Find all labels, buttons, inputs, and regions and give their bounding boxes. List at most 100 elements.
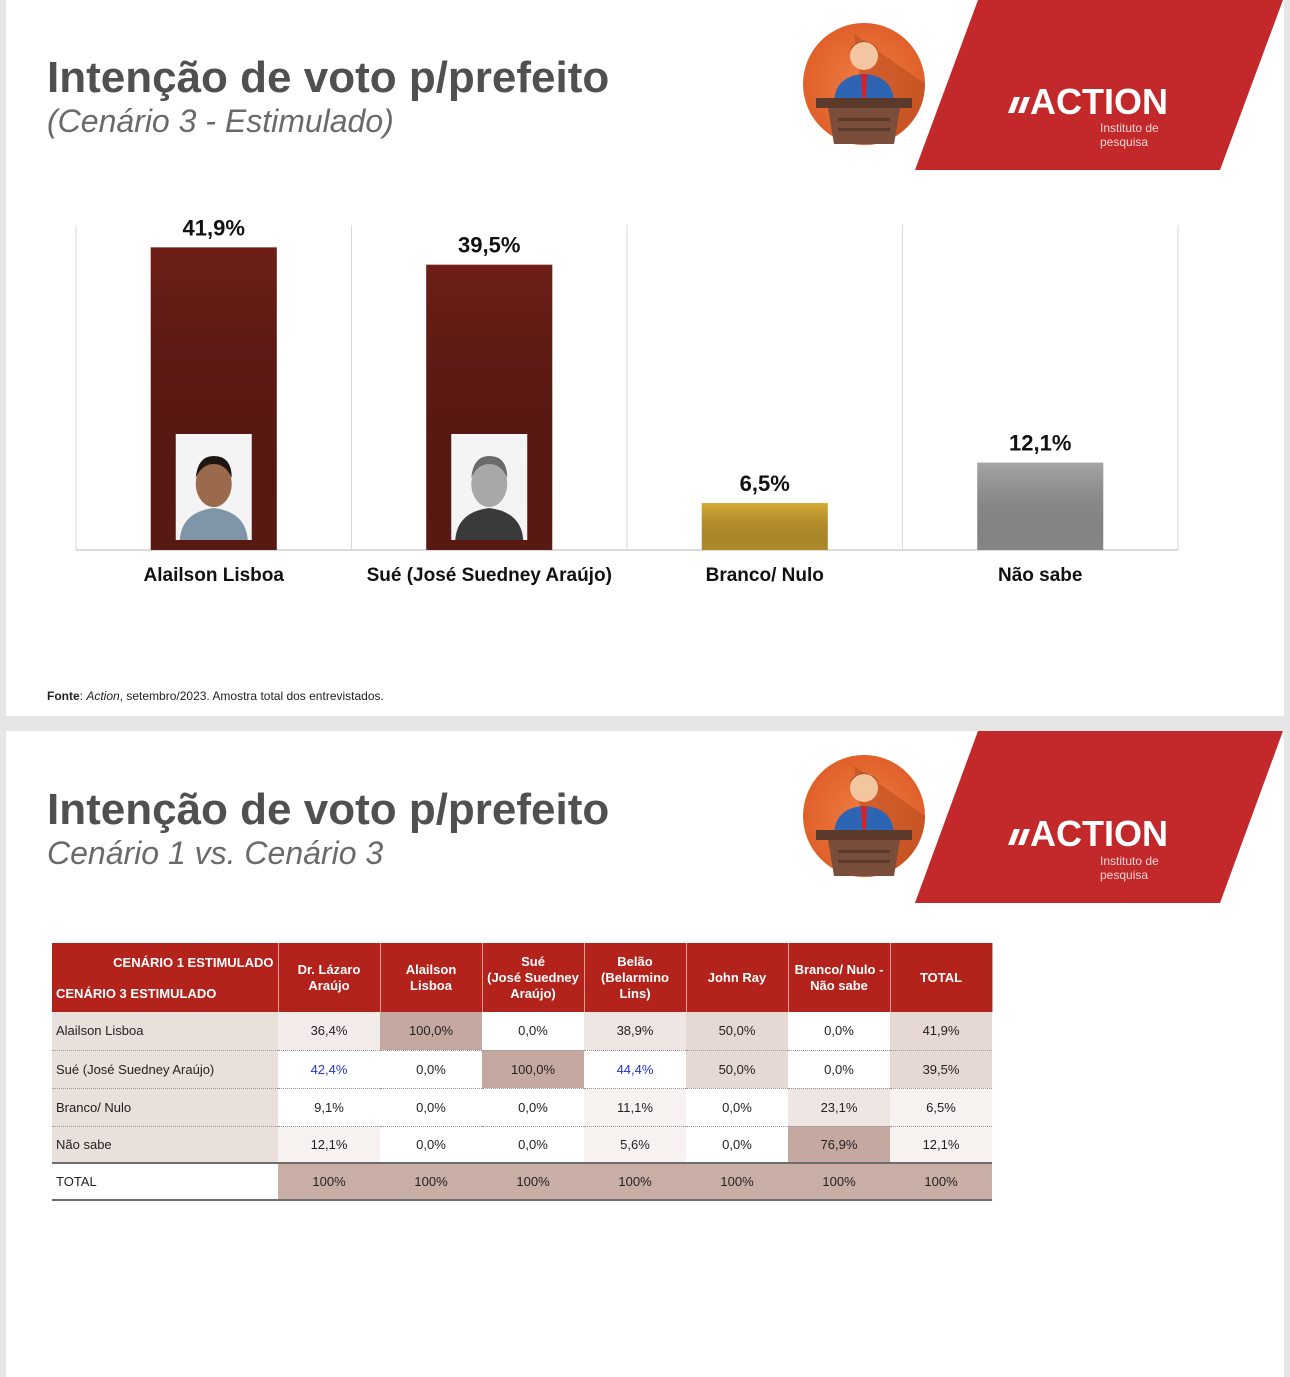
table-cell: 0,0% bbox=[686, 1126, 788, 1164]
logo-marks bbox=[1008, 97, 1030, 113]
table-cell: 23,1% bbox=[788, 1088, 890, 1127]
table-cell: 0,0% bbox=[482, 1012, 584, 1051]
table-cell: 100,0% bbox=[380, 1012, 482, 1051]
table-cell: 0,0% bbox=[380, 1050, 482, 1089]
photo-hair bbox=[471, 456, 508, 478]
photo-hair bbox=[195, 456, 232, 478]
table-cell: 5,6% bbox=[584, 1126, 686, 1164]
table-cell: 0,0% bbox=[380, 1088, 482, 1127]
column-header-line: Dr. Lázaro bbox=[297, 961, 361, 977]
logo-tagline: Instituto de bbox=[1100, 854, 1159, 868]
table-cell: 42,4% bbox=[278, 1050, 380, 1089]
table-cell: 76,9% bbox=[788, 1126, 890, 1164]
value-label: 39,5% bbox=[458, 233, 520, 258]
table-cell: 36,4% bbox=[278, 1012, 380, 1051]
table-cell: 0,0% bbox=[788, 1012, 890, 1051]
row-label: TOTAL bbox=[52, 1162, 278, 1201]
candidate-photo bbox=[451, 434, 528, 540]
value-label: 41,9% bbox=[183, 215, 245, 240]
column-header-line: Lins) bbox=[619, 985, 651, 1001]
bar-shade bbox=[977, 462, 1104, 550]
column-header: Branco/ Nulo - Não sabe bbox=[788, 943, 891, 1012]
table-cell: 44,4% bbox=[584, 1050, 686, 1089]
table-cell: 100% bbox=[278, 1162, 380, 1201]
table-row: Branco/ Nulo 9,1% 0,0% 0,0% 11,1% 0,0% 23,1% 6,… bbox=[52, 1088, 992, 1127]
logo-text: ACTION bbox=[1030, 813, 1168, 854]
logo-band bbox=[915, 0, 1283, 170]
corner-label: CENÁRIO 3 ESTIMULADO bbox=[56, 986, 217, 1001]
title: Intenção de voto p/prefeito bbox=[47, 53, 609, 102]
column-header: John Ray bbox=[686, 943, 789, 1012]
photo-body bbox=[455, 508, 524, 540]
bar-shade bbox=[701, 503, 828, 550]
column-header-line: Belão bbox=[617, 953, 653, 969]
logo-band bbox=[915, 731, 1283, 903]
table-cell: 41,9% bbox=[890, 1012, 992, 1051]
table-cell: 100,0% bbox=[482, 1050, 584, 1089]
subtitle: (Cenário 3 - Estimulado) bbox=[47, 103, 394, 139]
column-header-line: Não sabe bbox=[810, 977, 868, 993]
table-row: Alailson Lisboa 36,4% 100,0% 0,0% 38,9% 50,0%… bbox=[52, 1012, 992, 1051]
table-cell: 0,0% bbox=[788, 1050, 890, 1089]
table-cell: 12,1% bbox=[278, 1126, 380, 1164]
row-label: Branco/ Nulo bbox=[52, 1088, 278, 1127]
logo-tagline: pesquisa bbox=[1100, 868, 1148, 882]
column-header-line: Lisboa bbox=[410, 977, 452, 993]
source-org: Action bbox=[85, 689, 120, 703]
speaker-icon bbox=[803, 755, 926, 877]
table-cell: 0,0% bbox=[380, 1126, 482, 1164]
row-label: Não sabe bbox=[52, 1126, 278, 1164]
column-header: Alailson Lisboa bbox=[380, 943, 483, 1012]
table-cell: 50,0% bbox=[686, 1050, 788, 1089]
table-cell: 9,1% bbox=[278, 1088, 380, 1127]
category-label: Branco/ Nulo bbox=[706, 565, 824, 586]
column-header: Sué (José Suedney Araújo) bbox=[482, 943, 585, 1012]
column-header-line: Araújo) bbox=[510, 985, 556, 1001]
table-cell: 100% bbox=[380, 1162, 482, 1201]
table-cell: 0,0% bbox=[686, 1088, 788, 1127]
photo-face bbox=[471, 461, 508, 507]
table-cell: 100% bbox=[686, 1162, 788, 1201]
logo-text: ACTION bbox=[1030, 81, 1168, 122]
source: Fonte: Action, setembro/2023. Amostra to… bbox=[47, 689, 384, 703]
logo-tagline: pesquisa bbox=[1100, 135, 1148, 149]
source-label: Fonte bbox=[47, 689, 80, 703]
column-header-line: TOTAL bbox=[919, 969, 963, 985]
column-header: TOTAL bbox=[890, 943, 993, 1012]
comparison-table: CENÁRIO 1 ESTIMULADO CENÁRIO 3 ESTIMULAD… bbox=[52, 943, 993, 1201]
table-cell: 12,1% bbox=[890, 1126, 992, 1164]
table-cell: 0,0% bbox=[482, 1126, 584, 1164]
logo-marks bbox=[1008, 829, 1030, 845]
value-label: 6,5% bbox=[740, 471, 790, 496]
row-label: Sué (José Suedney Araújo) bbox=[52, 1050, 278, 1089]
source-text: , setembro/2023. Amostra total dos entre… bbox=[120, 689, 384, 703]
table-cell: 100% bbox=[788, 1162, 890, 1201]
column-header-line: (José Suedney bbox=[487, 969, 579, 985]
speaker-icon bbox=[803, 23, 926, 145]
subtitle: Cenário 1 vs. Cenário 3 bbox=[47, 835, 383, 871]
total-row: TOTAL 100% 100% 100% 100% 100% 100% 100% bbox=[52, 1162, 992, 1201]
photo-body bbox=[179, 508, 248, 540]
column-header-line: Branco/ Nulo - bbox=[794, 961, 884, 977]
table-row: Não sabe 12,1% 0,0% 0,0% 5,6% 0,0% 76,9% 12,1% bbox=[52, 1126, 992, 1164]
table-cell: 50,0% bbox=[686, 1012, 788, 1051]
column-header: Dr. Lázaro Araújo bbox=[278, 943, 381, 1012]
table-row: Sué (José Suedney Araújo) 42,4% 0,0% 100,0%… bbox=[52, 1050, 992, 1089]
value-label: 12,1% bbox=[1009, 431, 1071, 456]
table-cell: 0,0% bbox=[482, 1088, 584, 1127]
category-label: Não sabe bbox=[998, 565, 1082, 586]
title: Intenção de voto p/prefeito bbox=[47, 785, 609, 834]
column-header-line: John Ray bbox=[707, 969, 767, 985]
column-header-line: Alailson bbox=[405, 961, 457, 977]
table-cell: 38,9% bbox=[584, 1012, 686, 1051]
corner-label: CENÁRIO 1 ESTIMULADO bbox=[113, 955, 274, 970]
table-cell: 100% bbox=[482, 1162, 584, 1201]
table-cell: 39,5% bbox=[890, 1050, 992, 1089]
source-sep: : bbox=[80, 689, 87, 703]
column-header-line: (Belarmino bbox=[601, 969, 669, 985]
candidate-photo bbox=[175, 434, 252, 540]
column-header: Belão (Belarmino Lins) bbox=[584, 943, 687, 1012]
chart: 41,9% Alailson Lisboa 39,5% Sué (José Suedn… bbox=[75, 215, 1179, 586]
